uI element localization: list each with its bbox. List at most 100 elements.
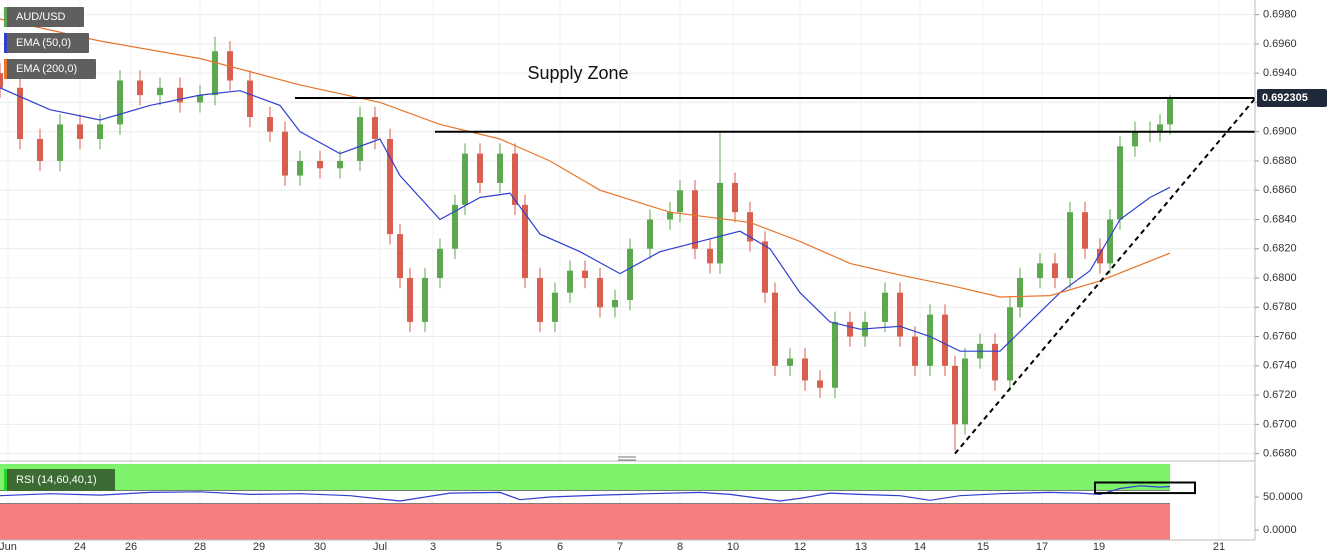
y-tick-label: 0.6900 (1263, 126, 1297, 138)
candle-body (77, 124, 83, 140)
legend-label: RSI (14,60,40,1) (16, 474, 97, 486)
candle-body (667, 212, 673, 220)
candle-body (692, 190, 698, 249)
candle-body (897, 292, 903, 337)
y-tick-label: 0.6960 (1263, 38, 1297, 50)
candle-body (717, 182, 723, 264)
candle-body (912, 336, 918, 366)
y-tick-label: 0.6860 (1263, 184, 1297, 196)
candle-body (247, 80, 253, 118)
x-tick-label: 10 (727, 541, 739, 553)
candle-body (537, 278, 543, 322)
legend-swatch (4, 59, 7, 79)
candle-body (1052, 263, 1058, 279)
candle-body (357, 117, 363, 161)
x-tick-label: 8 (677, 541, 683, 553)
y-tick-label: 0.6780 (1263, 301, 1297, 313)
y-tick-label: 0.6820 (1263, 243, 1297, 255)
x-tick-label: Jul (373, 541, 387, 553)
candle-body (437, 248, 443, 279)
series-line (0, 18, 1171, 298)
y-tick-label: 0.6760 (1263, 330, 1297, 342)
candle-body (212, 51, 218, 96)
y-tick-label: 0.6800 (1263, 272, 1297, 284)
candle-body (17, 87, 23, 140)
candle-body (817, 380, 823, 388)
candle-body (397, 234, 403, 279)
candle-body (1037, 263, 1043, 279)
candle-body (497, 153, 503, 183)
y-tick-label: 0.0000 (1263, 524, 1297, 536)
x-tick-label: 14 (914, 541, 926, 553)
candle-body (1107, 219, 1113, 264)
y-tick-label: 0.6880 (1263, 155, 1297, 167)
x-tick-label: 30 (314, 541, 326, 553)
candle-body (1082, 212, 1088, 249)
candle-body (117, 80, 123, 125)
x-tick-label: 5 (496, 541, 502, 553)
candle-body (407, 278, 413, 322)
legend-label: AUD/USD (16, 11, 66, 23)
candle-body (37, 139, 43, 161)
highlight-box (1094, 481, 1196, 495)
labels: 0.6680 0.6700 0.6720 0.6740 0.6760 0.6780 0.68… (0, 7, 1327, 553)
candle-body (422, 278, 428, 322)
candle-body (612, 299, 618, 308)
legend-box (4, 7, 84, 27)
candle-body (177, 87, 183, 103)
candle-body (97, 124, 103, 140)
candle-body (1007, 307, 1013, 381)
legend-swatch (4, 33, 7, 53)
candle-body (462, 153, 468, 205)
legend-box (4, 59, 96, 79)
price-tag (1257, 88, 1327, 107)
candle-body (772, 292, 778, 366)
candle-body (627, 248, 633, 300)
candle-body (747, 212, 753, 242)
price-tag-label: 0.692305 (1262, 92, 1308, 104)
candle-body (522, 204, 528, 279)
marks (0, 18, 1256, 502)
candle-body (282, 131, 288, 176)
candle-body (267, 117, 273, 132)
candle-body (787, 358, 793, 366)
legend-box (4, 469, 115, 491)
candle-body (552, 292, 558, 322)
trend-line (954, 97, 1256, 455)
candle-body (962, 358, 968, 425)
candle-body (1167, 98, 1173, 125)
x-tick-label: Jun (0, 541, 17, 553)
overbought-zone (0, 464, 1170, 491)
x-tick-label: 17 (1036, 541, 1048, 553)
legend-swatch (4, 7, 7, 27)
candle-body (927, 314, 933, 366)
candle-body (1067, 212, 1073, 279)
legend-box (4, 33, 89, 53)
candle-body (452, 204, 458, 249)
candle-body (297, 160, 303, 176)
candle-body (512, 153, 518, 205)
y-tick-label: 0.6980 (1263, 9, 1297, 21)
x-tick-label: 19 (1093, 541, 1105, 553)
y-tick-label: 0.6740 (1263, 360, 1297, 372)
candle-body (57, 124, 63, 161)
candle-body (157, 87, 163, 96)
x-tick-label: 26 (125, 541, 137, 553)
candle-body (0, 73, 3, 88)
candle-body (677, 190, 683, 213)
candle-body (942, 314, 948, 366)
candle-body (387, 139, 393, 235)
candle-body (372, 117, 378, 140)
y-tick-label: 0.6840 (1263, 213, 1297, 225)
candle-body (477, 153, 483, 183)
x-tick-label: 3 (430, 541, 436, 553)
x-tick-label: 21 (1213, 541, 1225, 553)
candle-body (582, 270, 588, 279)
candle-body (197, 95, 203, 103)
candle-body (337, 160, 343, 169)
rsi-zones (0, 464, 1170, 540)
candle-body (847, 321, 853, 337)
x-tick-label: 7 (617, 541, 623, 553)
grid (0, 0, 1255, 540)
